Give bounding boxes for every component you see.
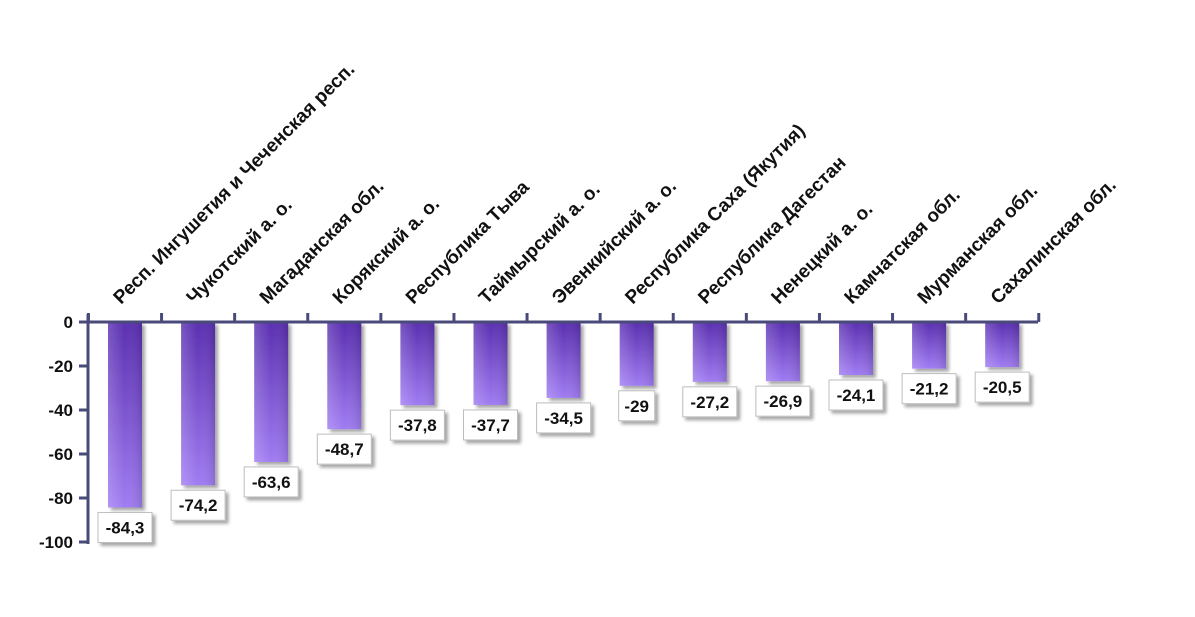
bar-7 bbox=[546, 322, 581, 398]
bar-shade bbox=[765, 322, 800, 382]
category-label: Таймырский а. о. bbox=[475, 179, 604, 308]
data-label-box bbox=[755, 385, 811, 417]
bar-12 bbox=[912, 322, 947, 369]
data-label-text: -27,2 bbox=[690, 393, 729, 412]
bar-2 bbox=[181, 322, 216, 486]
category-label: Сахалинская обл. bbox=[987, 175, 1121, 309]
data-label-box bbox=[974, 371, 1030, 403]
bar-shade bbox=[181, 322, 216, 486]
y-tick-label: -40 bbox=[48, 401, 73, 420]
data-label-text: -84,3 bbox=[106, 518, 145, 537]
data-label-13: -20,5 bbox=[974, 371, 1030, 403]
data-label-11: -24,1 bbox=[828, 379, 884, 411]
data-label-box bbox=[618, 390, 656, 422]
bar-shade bbox=[985, 322, 1020, 368]
category-label: Республика Дагестан bbox=[694, 152, 850, 308]
bar-10 bbox=[765, 322, 800, 382]
data-label-text: -29 bbox=[624, 397, 649, 416]
bar-11 bbox=[839, 322, 873, 376]
bar-5 bbox=[400, 322, 435, 406]
data-label-3: -63,6 bbox=[243, 466, 299, 498]
y-tick-label: -60 bbox=[48, 445, 73, 464]
data-label-text: -48,7 bbox=[325, 440, 364, 459]
bar-shade bbox=[254, 322, 289, 462]
data-label-text: -74,2 bbox=[179, 496, 218, 515]
data-label-box bbox=[828, 379, 884, 411]
data-label-text: -37,7 bbox=[471, 416, 510, 435]
data-label-box bbox=[901, 373, 957, 405]
bar-shade bbox=[546, 322, 581, 398]
data-label-box bbox=[682, 386, 738, 418]
data-label-9: -27,2 bbox=[682, 386, 738, 418]
bar-6 bbox=[473, 322, 508, 405]
data-label-4: -48,7 bbox=[316, 433, 372, 465]
data-label-8: -29 bbox=[618, 390, 656, 422]
data-label-box bbox=[316, 433, 372, 465]
category-label: Эвенкийский а. о. bbox=[548, 176, 681, 309]
bar-shade bbox=[473, 322, 508, 405]
bar-shade bbox=[692, 322, 727, 382]
data-label-text: -63,6 bbox=[252, 473, 291, 492]
data-label-text: -34,5 bbox=[544, 409, 583, 428]
data-label-1: -84,3 bbox=[97, 511, 153, 543]
data-label-7: -34,5 bbox=[536, 402, 592, 434]
bar-4 bbox=[327, 322, 362, 430]
bar-shade bbox=[400, 322, 435, 406]
bar-13 bbox=[985, 322, 1020, 368]
data-label-box bbox=[536, 402, 592, 434]
data-label-5: -37,8 bbox=[389, 409, 445, 441]
data-label-box bbox=[97, 511, 153, 543]
data-label-2: -74,2 bbox=[170, 489, 226, 521]
data-label-text: -37,8 bbox=[398, 416, 437, 435]
bar-shade bbox=[327, 322, 362, 430]
bar-shade bbox=[912, 322, 947, 369]
data-label-text: -20,5 bbox=[983, 378, 1022, 397]
category-label: Мурманская обл. bbox=[914, 180, 1042, 308]
data-label-10: -26,9 bbox=[755, 385, 811, 417]
data-label-text: -24,1 bbox=[837, 386, 876, 405]
bar-3 bbox=[254, 322, 289, 462]
bar-shade bbox=[619, 322, 654, 386]
y-tick-label: -100 bbox=[39, 533, 73, 552]
bar-8 bbox=[619, 322, 654, 386]
data-label-box bbox=[389, 409, 445, 441]
y-tick-label: -20 bbox=[48, 357, 73, 376]
y-tick-label: -80 bbox=[48, 489, 73, 508]
bar-shade bbox=[108, 322, 142, 508]
y-tick-label: 0 bbox=[64, 313, 73, 332]
bar-9 bbox=[692, 322, 727, 382]
data-label-box bbox=[243, 466, 299, 498]
data-label-box bbox=[463, 409, 518, 441]
bar-1 bbox=[108, 322, 142, 508]
data-label-box bbox=[170, 489, 226, 521]
category-label: Магаданская обл. bbox=[256, 176, 389, 309]
bar-shade bbox=[839, 322, 873, 376]
data-label-text: -26,9 bbox=[764, 392, 803, 411]
data-label-text: -21,2 bbox=[910, 380, 949, 399]
data-label-6: -37,7 bbox=[463, 409, 518, 441]
data-label-12: -21,2 bbox=[901, 373, 957, 405]
category-label: Республика Тыва bbox=[402, 177, 534, 309]
